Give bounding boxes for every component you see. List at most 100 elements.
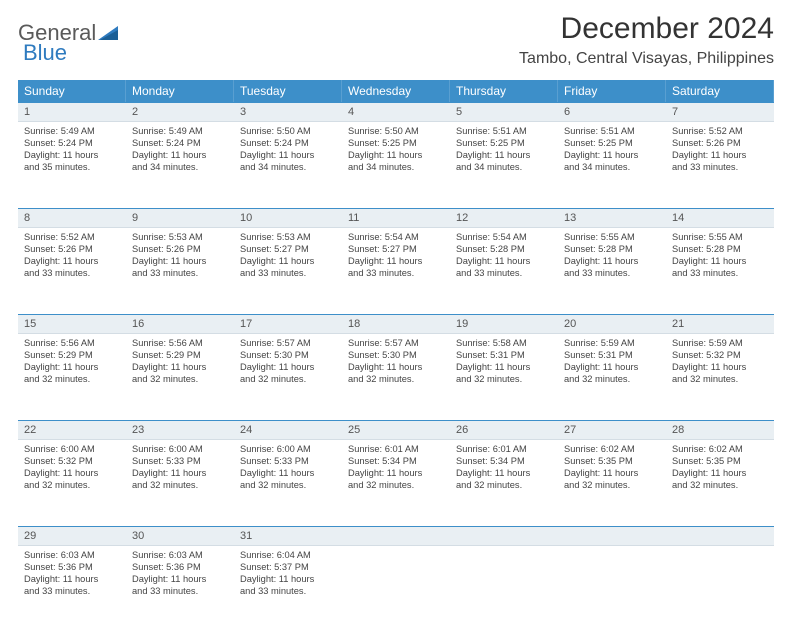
sunrise-text: Sunrise: 5:57 AM: [240, 337, 336, 349]
sunrise-text: Sunrise: 6:00 AM: [132, 443, 228, 455]
daylight-text: Daylight: 11 hours: [24, 467, 120, 479]
day-number: 11: [342, 209, 450, 227]
daylight-text: Daylight: 11 hours: [240, 467, 336, 479]
sunrise-text: Sunrise: 5:51 AM: [456, 125, 552, 137]
day-cell: Sunrise: 5:56 AMSunset: 5:29 PMDaylight:…: [126, 334, 234, 420]
sunset-text: Sunset: 5:27 PM: [240, 243, 336, 255]
day-number: 5: [450, 103, 558, 121]
sunset-text: Sunset: 5:28 PM: [672, 243, 768, 255]
daynum-row: 15161718192021: [18, 314, 774, 334]
daylight-text: Daylight: 11 hours: [240, 573, 336, 585]
sunrise-text: Sunrise: 5:58 AM: [456, 337, 552, 349]
day-number: 30: [126, 527, 234, 545]
daylight-text2: and 35 minutes.: [24, 161, 120, 173]
daylight-text2: and 33 minutes.: [240, 585, 336, 597]
day-number: 12: [450, 209, 558, 227]
day-header-row: Sunday Monday Tuesday Wednesday Thursday…: [18, 80, 774, 102]
sunset-text: Sunset: 5:30 PM: [240, 349, 336, 361]
daylight-text: Daylight: 11 hours: [132, 573, 228, 585]
week-row: Sunrise: 6:00 AMSunset: 5:32 PMDaylight:…: [18, 440, 774, 526]
sunrise-text: Sunrise: 6:03 AM: [132, 549, 228, 561]
sunrise-text: Sunrise: 5:54 AM: [456, 231, 552, 243]
daylight-text: Daylight: 11 hours: [24, 361, 120, 373]
daylight-text: Daylight: 11 hours: [348, 149, 444, 161]
daylight-text: Daylight: 11 hours: [132, 255, 228, 267]
day-number: 14: [666, 209, 774, 227]
day-number: 19: [450, 315, 558, 333]
daynum-row: 22232425262728: [18, 420, 774, 440]
day-cell: Sunrise: 5:55 AMSunset: 5:28 PMDaylight:…: [558, 228, 666, 314]
daylight-text: Daylight: 11 hours: [132, 361, 228, 373]
sunrise-text: Sunrise: 5:50 AM: [240, 125, 336, 137]
day-cell: Sunrise: 5:59 AMSunset: 5:32 PMDaylight:…: [666, 334, 774, 420]
sunrise-text: Sunrise: 5:51 AM: [564, 125, 660, 137]
daylight-text: Daylight: 11 hours: [240, 255, 336, 267]
sunrise-text: Sunrise: 5:57 AM: [348, 337, 444, 349]
location: Tambo, Central Visayas, Philippines: [519, 50, 774, 68]
sunrise-text: Sunrise: 5:49 AM: [132, 125, 228, 137]
daynum-row: 891011121314: [18, 208, 774, 228]
sunset-text: Sunset: 5:25 PM: [564, 137, 660, 149]
sunrise-text: Sunrise: 5:53 AM: [240, 231, 336, 243]
daylight-text: Daylight: 11 hours: [132, 149, 228, 161]
sunset-text: Sunset: 5:36 PM: [132, 561, 228, 573]
day-cell: Sunrise: 5:52 AMSunset: 5:26 PMDaylight:…: [666, 122, 774, 208]
day-cell: Sunrise: 6:03 AMSunset: 5:36 PMDaylight:…: [126, 546, 234, 632]
daylight-text: Daylight: 11 hours: [564, 467, 660, 479]
daynum-row: 293031: [18, 526, 774, 546]
daylight-text2: and 34 minutes.: [564, 161, 660, 173]
sunrise-text: Sunrise: 6:00 AM: [24, 443, 120, 455]
sunrise-text: Sunrise: 5:52 AM: [672, 125, 768, 137]
day-cell: [558, 546, 666, 632]
daylight-text2: and 34 minutes.: [132, 161, 228, 173]
daylight-text2: and 32 minutes.: [456, 479, 552, 491]
day-header: Sunday: [18, 80, 126, 102]
day-number: 22: [18, 421, 126, 439]
sunrise-text: Sunrise: 6:02 AM: [564, 443, 660, 455]
day-number: 1: [18, 103, 126, 121]
day-header: Saturday: [666, 80, 774, 102]
day-number: 28: [666, 421, 774, 439]
sunrise-text: Sunrise: 5:55 AM: [672, 231, 768, 243]
daylight-text2: and 32 minutes.: [240, 479, 336, 491]
sunrise-text: Sunrise: 5:55 AM: [564, 231, 660, 243]
sunrise-text: Sunrise: 6:00 AM: [240, 443, 336, 455]
day-cell: Sunrise: 5:49 AMSunset: 5:24 PMDaylight:…: [126, 122, 234, 208]
sunset-text: Sunset: 5:29 PM: [24, 349, 120, 361]
day-cell: Sunrise: 5:50 AMSunset: 5:25 PMDaylight:…: [342, 122, 450, 208]
day-number: 20: [558, 315, 666, 333]
day-number: [450, 527, 558, 545]
day-number: 2: [126, 103, 234, 121]
day-number: [342, 527, 450, 545]
day-number: 13: [558, 209, 666, 227]
sunset-text: Sunset: 5:36 PM: [24, 561, 120, 573]
day-number: 23: [126, 421, 234, 439]
daylight-text: Daylight: 11 hours: [240, 361, 336, 373]
day-cell: [342, 546, 450, 632]
week-row: Sunrise: 5:52 AMSunset: 5:26 PMDaylight:…: [18, 228, 774, 314]
sunrise-text: Sunrise: 5:50 AM: [348, 125, 444, 137]
sunrise-text: Sunrise: 5:56 AM: [24, 337, 120, 349]
sunrise-text: Sunrise: 6:01 AM: [456, 443, 552, 455]
day-cell: Sunrise: 6:01 AMSunset: 5:34 PMDaylight:…: [450, 440, 558, 526]
day-cell: Sunrise: 5:52 AMSunset: 5:26 PMDaylight:…: [18, 228, 126, 314]
daylight-text2: and 32 minutes.: [24, 479, 120, 491]
sunset-text: Sunset: 5:25 PM: [456, 137, 552, 149]
logo-word2: Blue: [23, 40, 67, 66]
daylight-text2: and 33 minutes.: [456, 267, 552, 279]
sunset-text: Sunset: 5:32 PM: [24, 455, 120, 467]
daylight-text: Daylight: 11 hours: [24, 255, 120, 267]
sunrise-text: Sunrise: 6:01 AM: [348, 443, 444, 455]
sunset-text: Sunset: 5:31 PM: [564, 349, 660, 361]
daylight-text2: and 33 minutes.: [672, 267, 768, 279]
sunset-text: Sunset: 5:26 PM: [24, 243, 120, 255]
day-header: Thursday: [450, 80, 558, 102]
day-number: 29: [18, 527, 126, 545]
sunset-text: Sunset: 5:24 PM: [240, 137, 336, 149]
daylight-text2: and 33 minutes.: [24, 267, 120, 279]
daylight-text2: and 33 minutes.: [24, 585, 120, 597]
daylight-text2: and 32 minutes.: [456, 373, 552, 385]
day-number: 3: [234, 103, 342, 121]
day-number: 18: [342, 315, 450, 333]
daylight-text2: and 32 minutes.: [24, 373, 120, 385]
